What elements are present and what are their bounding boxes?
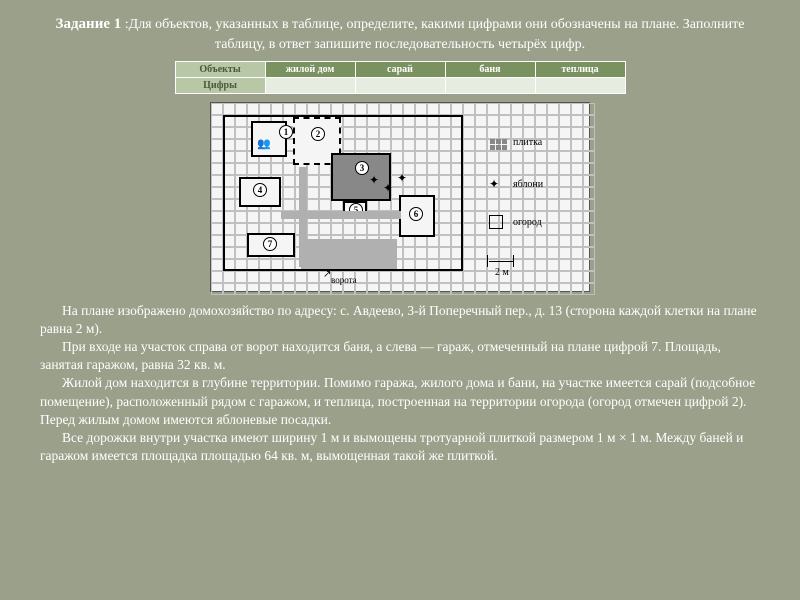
legend-tile: плитка bbox=[513, 137, 542, 148]
para-2: При входе на участок справа от ворот нах… bbox=[40, 338, 760, 374]
answer-cell bbox=[445, 77, 535, 93]
scale-tick bbox=[513, 255, 514, 267]
path-horizontal bbox=[281, 211, 401, 219]
para-4: Все дорожки внутри участка имеют ширину … bbox=[40, 429, 760, 465]
para-3: Жилой дом находится в глубине территории… bbox=[40, 374, 760, 429]
table-row: Объекты жилой дом сарай баня теплица bbox=[175, 61, 625, 77]
plan-diagram: 1 2 3 4 5 6 7 ✦ ✦ ✦ 👥 вор bbox=[210, 102, 590, 292]
num-3: 3 bbox=[355, 161, 369, 175]
gate-label: ворота bbox=[331, 275, 357, 285]
obj-3-house bbox=[331, 153, 391, 201]
objects-table: Объекты жилой дом сарай баня теплица Циф… bbox=[175, 61, 626, 94]
col-header: сарай bbox=[355, 61, 445, 77]
apple-tree-icon: ✦ bbox=[383, 181, 393, 196]
answer-cell bbox=[535, 77, 625, 93]
people-icon: 👥 bbox=[257, 137, 271, 150]
num-6: 6 bbox=[409, 207, 423, 221]
para-1: На плане изображено домохозяйство по адр… bbox=[40, 302, 760, 338]
apple-tree-icon: ✦ bbox=[369, 173, 379, 188]
row-label-digits: Цифры bbox=[175, 77, 265, 93]
num-1: 1 bbox=[279, 125, 293, 139]
task-title: Задание 1 :Для объектов, указанных в таб… bbox=[40, 14, 760, 55]
apple-tree-icon: ✦ bbox=[397, 171, 407, 186]
gate-arrow-icon: ↗ bbox=[323, 269, 331, 280]
num-7: 7 bbox=[263, 237, 277, 251]
scale-label: 2 м bbox=[495, 267, 509, 278]
legend-garden: огород bbox=[513, 217, 542, 228]
table-row: Цифры bbox=[175, 77, 625, 93]
num-2: 2 bbox=[311, 127, 325, 141]
col-header: жилой дом bbox=[265, 61, 355, 77]
legend-apple: яблони bbox=[513, 179, 543, 190]
scale-bar bbox=[489, 261, 513, 262]
tile-legend-icon bbox=[489, 139, 507, 151]
num-4: 4 bbox=[253, 183, 267, 197]
col-header: теплица bbox=[535, 61, 625, 77]
answer-cell bbox=[355, 77, 445, 93]
plaza-tiles bbox=[301, 239, 397, 269]
scale-tick bbox=[487, 255, 488, 267]
answer-cell bbox=[265, 77, 355, 93]
garden-legend-icon bbox=[489, 215, 503, 229]
task-body: На плане изображено домохозяйство по адр… bbox=[40, 302, 760, 466]
title-bold: Задание 1 bbox=[56, 16, 122, 32]
col-header: баня bbox=[445, 61, 535, 77]
row-label-objects: Объекты bbox=[175, 61, 265, 77]
title-rest: :Для объектов, указанных в таблице, опре… bbox=[121, 17, 744, 52]
apple-legend-icon: ✦ bbox=[489, 177, 499, 192]
